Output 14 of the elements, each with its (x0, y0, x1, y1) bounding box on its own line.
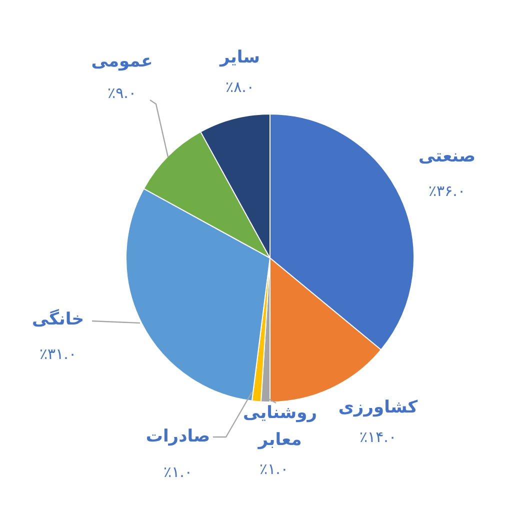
data-label: ٪۱.۰ (164, 463, 192, 482)
data-label: ٪۹.۰ (108, 84, 136, 102)
slice-label: صادرات (146, 426, 210, 447)
slice-label: صنعتی (418, 146, 476, 167)
data-label: ٪۸.۰ (226, 78, 254, 96)
slice-label: کشاورزی (338, 398, 418, 418)
data-label: ٪۳۶.۰ (428, 182, 466, 200)
data-label: ٪۱۴.۰ (360, 428, 396, 446)
slice-label: روشنایی معابر (243, 402, 317, 450)
data-label: ٪۳۱.۰ (40, 345, 76, 364)
slice-label: سایر (218, 48, 260, 68)
data-label: ٪۱.۰ (260, 460, 288, 478)
slice-label: عمومی (91, 52, 153, 72)
slice-label: خانگی (32, 308, 84, 330)
